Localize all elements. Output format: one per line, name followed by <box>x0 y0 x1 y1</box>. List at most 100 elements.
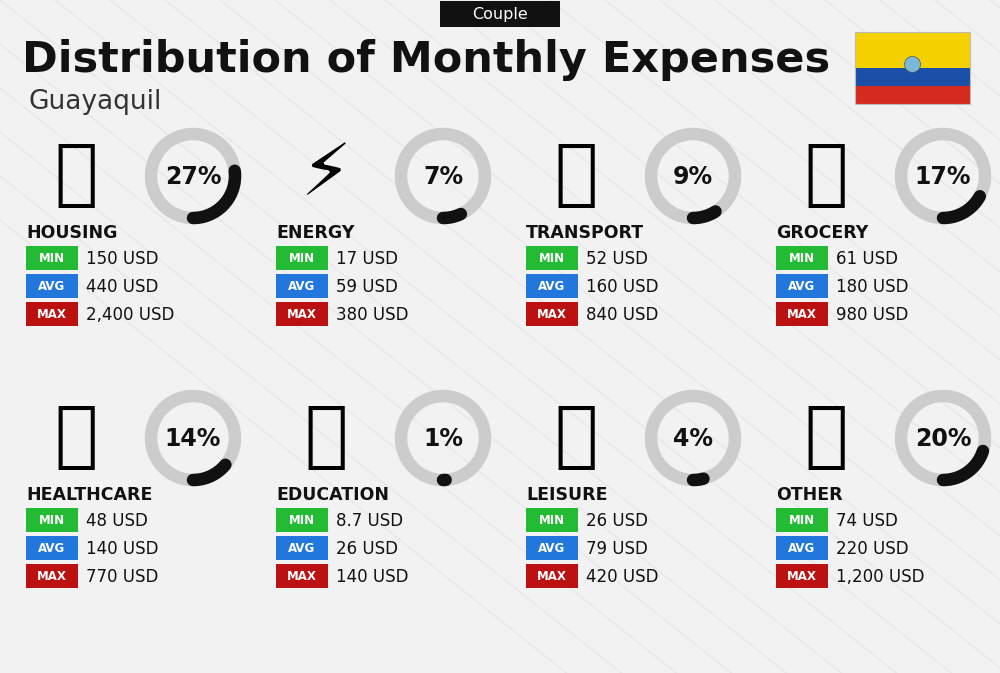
FancyBboxPatch shape <box>26 564 78 588</box>
Text: OTHER: OTHER <box>776 486 843 504</box>
Text: 140 USD: 140 USD <box>336 567 409 586</box>
Text: 150 USD: 150 USD <box>86 250 158 267</box>
Text: AVG: AVG <box>38 542 66 555</box>
Text: 220 USD: 220 USD <box>836 540 909 557</box>
Text: MAX: MAX <box>37 308 67 321</box>
FancyBboxPatch shape <box>276 246 328 270</box>
Text: 160 USD: 160 USD <box>586 277 658 295</box>
FancyBboxPatch shape <box>526 302 578 326</box>
FancyBboxPatch shape <box>26 536 78 560</box>
Text: 1%: 1% <box>423 427 463 451</box>
Text: AVG: AVG <box>538 280 566 293</box>
Text: 4%: 4% <box>673 427 713 451</box>
Text: AVG: AVG <box>788 280 816 293</box>
Text: HOUSING: HOUSING <box>26 224 118 242</box>
Text: LEISURE: LEISURE <box>526 486 608 504</box>
Text: EDUCATION: EDUCATION <box>276 486 389 504</box>
FancyBboxPatch shape <box>776 302 828 326</box>
Text: 79 USD: 79 USD <box>586 540 648 557</box>
Bar <box>855 32 970 68</box>
Text: MAX: MAX <box>287 570 317 583</box>
Text: MAX: MAX <box>37 570 67 583</box>
Text: 440 USD: 440 USD <box>86 277 158 295</box>
Text: MIN: MIN <box>289 252 315 265</box>
Text: MIN: MIN <box>789 252 815 265</box>
FancyBboxPatch shape <box>26 274 78 298</box>
Text: 52 USD: 52 USD <box>586 250 648 267</box>
Text: MAX: MAX <box>787 308 817 321</box>
Text: ENERGY: ENERGY <box>276 224 354 242</box>
FancyBboxPatch shape <box>526 536 578 560</box>
Text: TRANSPORT: TRANSPORT <box>526 224 644 242</box>
Text: 9%: 9% <box>673 165 713 189</box>
Bar <box>855 32 970 104</box>
FancyBboxPatch shape <box>276 508 328 532</box>
FancyBboxPatch shape <box>526 274 578 298</box>
FancyBboxPatch shape <box>276 536 328 560</box>
Text: AVG: AVG <box>38 280 66 293</box>
Text: 59 USD: 59 USD <box>336 277 398 295</box>
Text: MAX: MAX <box>287 308 317 321</box>
Text: MIN: MIN <box>39 514 65 527</box>
Text: 26 USD: 26 USD <box>336 540 398 557</box>
Bar <box>855 86 970 104</box>
FancyBboxPatch shape <box>526 564 578 588</box>
Text: 840 USD: 840 USD <box>586 306 658 324</box>
Text: 🛍: 🛍 <box>554 404 598 472</box>
FancyBboxPatch shape <box>776 274 828 298</box>
FancyBboxPatch shape <box>526 246 578 270</box>
Text: 💰: 💰 <box>804 404 848 472</box>
FancyBboxPatch shape <box>276 564 328 588</box>
Text: 48 USD: 48 USD <box>86 511 148 530</box>
FancyBboxPatch shape <box>526 508 578 532</box>
Text: 27%: 27% <box>165 165 221 189</box>
Bar <box>855 68 970 86</box>
Text: 17 USD: 17 USD <box>336 250 398 267</box>
FancyBboxPatch shape <box>276 274 328 298</box>
Text: MIN: MIN <box>539 252 565 265</box>
FancyBboxPatch shape <box>776 246 828 270</box>
Text: 20%: 20% <box>915 427 971 451</box>
Text: 7%: 7% <box>423 165 463 189</box>
Circle shape <box>904 57 920 73</box>
Text: 🏢: 🏢 <box>54 141 98 211</box>
FancyBboxPatch shape <box>26 246 78 270</box>
Text: 1,200 USD: 1,200 USD <box>836 567 924 586</box>
Text: 🚌: 🚌 <box>554 141 598 211</box>
Text: 420 USD: 420 USD <box>586 567 658 586</box>
Text: MIN: MIN <box>39 252 65 265</box>
Text: 180 USD: 180 USD <box>836 277 908 295</box>
Text: 140 USD: 140 USD <box>86 540 158 557</box>
Text: 61 USD: 61 USD <box>836 250 898 267</box>
Text: 74 USD: 74 USD <box>836 511 898 530</box>
Text: AVG: AVG <box>288 542 316 555</box>
FancyBboxPatch shape <box>776 508 828 532</box>
Text: 💗: 💗 <box>54 404 98 472</box>
Text: 26 USD: 26 USD <box>586 511 648 530</box>
Text: MAX: MAX <box>787 570 817 583</box>
Text: AVG: AVG <box>288 280 316 293</box>
Text: HEALTHCARE: HEALTHCARE <box>26 486 152 504</box>
FancyBboxPatch shape <box>26 302 78 326</box>
Text: 2,400 USD: 2,400 USD <box>86 306 174 324</box>
Text: Guayaquil: Guayaquil <box>28 89 161 115</box>
Text: 980 USD: 980 USD <box>836 306 908 324</box>
Text: 17%: 17% <box>915 165 971 189</box>
Text: 🎓: 🎓 <box>304 404 348 472</box>
FancyBboxPatch shape <box>440 1 560 27</box>
FancyBboxPatch shape <box>26 508 78 532</box>
Text: 14%: 14% <box>165 427 221 451</box>
Text: 🛒: 🛒 <box>804 141 848 211</box>
Text: AVG: AVG <box>538 542 566 555</box>
Text: ⚡: ⚡ <box>301 141 351 211</box>
Text: MAX: MAX <box>537 570 567 583</box>
Text: Couple: Couple <box>472 7 528 22</box>
Text: MIN: MIN <box>789 514 815 527</box>
Text: 380 USD: 380 USD <box>336 306 409 324</box>
Text: MIN: MIN <box>539 514 565 527</box>
FancyBboxPatch shape <box>776 536 828 560</box>
Text: AVG: AVG <box>788 542 816 555</box>
Text: 770 USD: 770 USD <box>86 567 158 586</box>
Text: MAX: MAX <box>537 308 567 321</box>
Text: Distribution of Monthly Expenses: Distribution of Monthly Expenses <box>22 39 830 81</box>
